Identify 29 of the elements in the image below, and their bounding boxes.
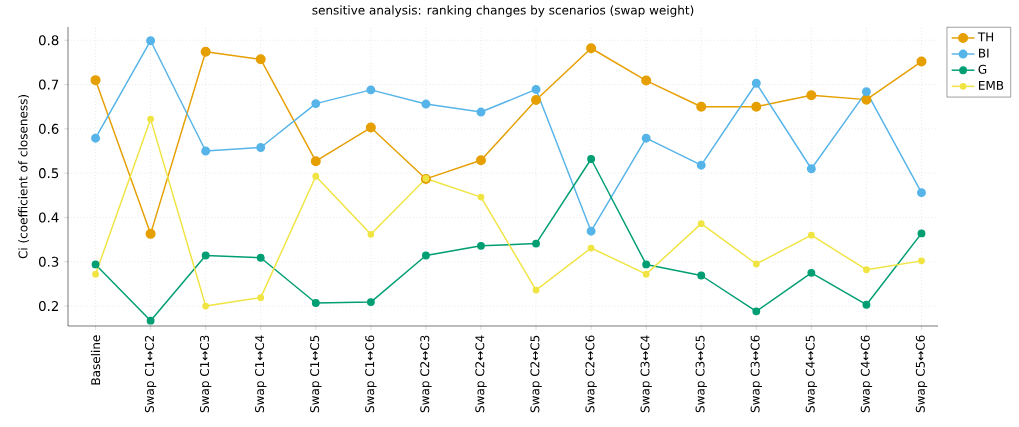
- y-tick-label: 0.2: [38, 301, 58, 312]
- y-tick-label: 0.5: [38, 168, 59, 179]
- legend-label: G: [978, 64, 987, 74]
- x-tick-label: Swap C1↔C5: [310, 335, 322, 413]
- x-tick-label: Swap C1↔C3: [199, 335, 212, 413]
- x-tick-label: Baseline: [90, 335, 101, 385]
- legend-label: BI: [979, 48, 989, 58]
- x-tick-label: Swap C3↔C5: [695, 335, 707, 413]
- x-tick-label: Swap C3↔C4: [640, 335, 652, 413]
- y-tick-label: 0.7: [38, 79, 59, 90]
- x-tick-label: Swap C5↔C6: [915, 335, 928, 413]
- x-tick-label: Swap C1↔C6: [365, 335, 377, 413]
- x-tick-label: Swap C2↔C5: [530, 335, 542, 413]
- y-axis-title: Ci (coefficient of closeness): [18, 94, 29, 259]
- chart-title: sensitive analysis: ranking changes by scenarios (swap weight): [312, 5, 694, 17]
- x-tick-label: Swap C2↔C4: [475, 335, 487, 413]
- x-tick-label: Swap C2↔C3: [420, 335, 432, 413]
- x-tick-label: Swap C4↔C6: [860, 335, 873, 413]
- x-tick-label: Swap C2↔C6: [585, 335, 597, 413]
- x-tick-label: Swap C1↔C2: [144, 335, 157, 413]
- x-tick-label: Swap C3↔C6: [750, 335, 762, 413]
- y-tick-label: 0.6: [38, 123, 59, 134]
- legend-label: TH: [977, 32, 994, 42]
- legend-label: EMB: [979, 80, 1004, 90]
- y-tick-label: 0.3: [38, 256, 59, 267]
- y-tick-label: 0.4: [38, 212, 59, 223]
- y-tick-label: 0.8: [38, 35, 59, 46]
- x-tick-label: Swap C4↔C5: [805, 335, 818, 413]
- x-tick-label: Swap C1↔C4: [255, 335, 267, 413]
